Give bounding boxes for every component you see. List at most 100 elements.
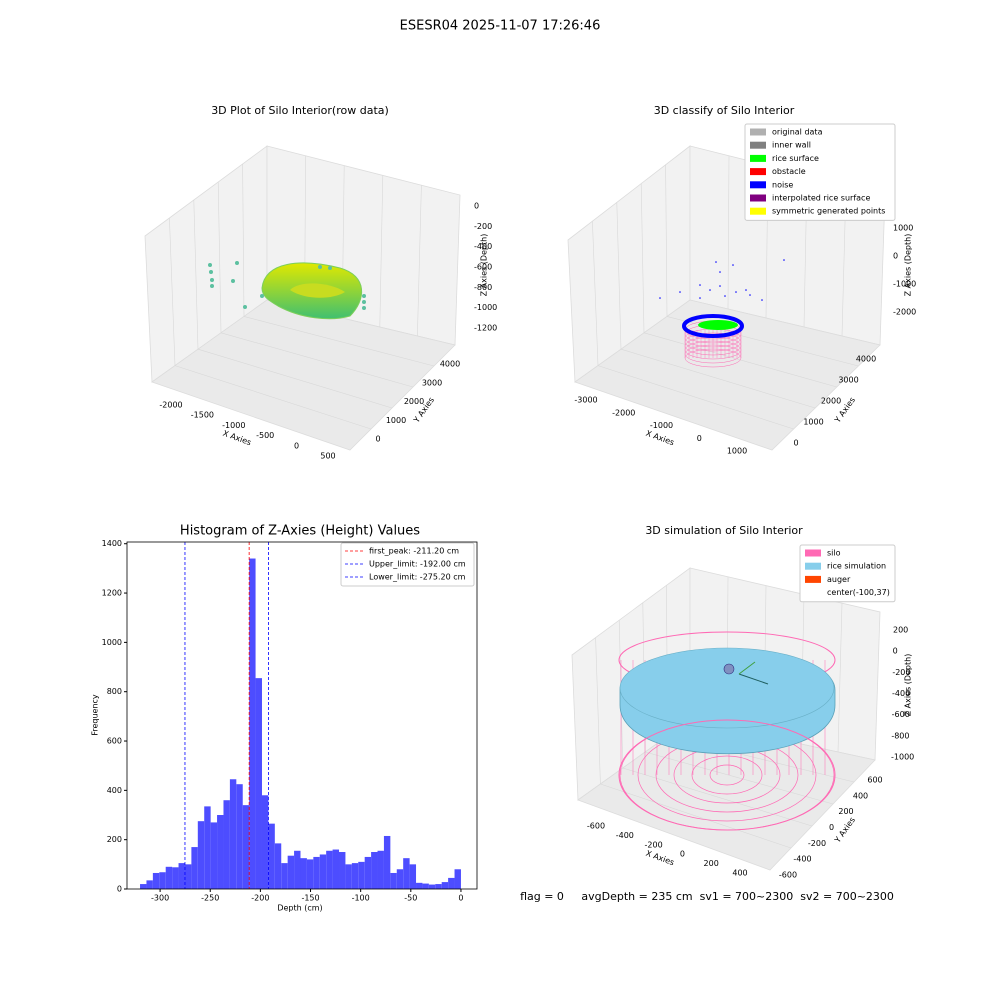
x-tick-label: -50: [404, 894, 417, 903]
x-tick-label: -1500: [191, 411, 214, 420]
pane-grid: [193, 199, 199, 350]
noise-point: [715, 261, 717, 263]
x-tick-label: -200: [645, 840, 663, 849]
rice-surface: [698, 320, 738, 330]
pane-grid: [640, 183, 645, 333]
bar: [294, 850, 301, 889]
chart-title: 3D classify of Silo Interior: [654, 104, 795, 117]
axis-arrow: [738, 661, 756, 675]
z-tick-label: -1000: [893, 280, 916, 289]
bar: [390, 872, 397, 889]
bar: [242, 805, 250, 889]
x-tick-label: -600: [587, 822, 605, 831]
point: [328, 266, 332, 270]
x-tick-label: 500: [320, 452, 335, 461]
z-tick-label: -1000: [474, 303, 497, 312]
noise-point: [732, 264, 734, 266]
noise-point: [749, 294, 751, 296]
bar: [300, 858, 307, 889]
pane-grid: [379, 175, 384, 328]
y-axis-label: Frequency: [91, 694, 100, 736]
bar: [223, 800, 230, 889]
bar: [332, 849, 340, 889]
legend-label: symmetric generated points: [772, 207, 885, 216]
legend-label: rice simulation: [827, 562, 886, 571]
x-tick-label: 0: [697, 434, 702, 443]
point: [208, 263, 212, 267]
z-tick-label: -800: [891, 731, 909, 740]
y-tick-label: 600: [867, 776, 882, 785]
y-tick-label: 200: [107, 835, 122, 844]
bar: [351, 863, 359, 889]
bar: [416, 882, 423, 889]
z-tick-label: 0: [474, 202, 479, 211]
y-tick-label: 600: [107, 737, 122, 746]
bar: [229, 779, 237, 889]
legend-label: center(-100,37): [827, 588, 890, 597]
z-axis-label: Z Axies (Depth): [480, 234, 489, 297]
pane-grid: [645, 751, 834, 805]
z-axis-label: Z Axies (Depth): [904, 654, 913, 717]
x-tick-label: -500: [256, 431, 274, 440]
legend-swatch: [805, 549, 821, 557]
noise-ring: [682, 314, 744, 338]
bar: [274, 843, 282, 889]
legend-swatch: [805, 589, 821, 597]
auger: [723, 663, 735, 675]
pane-grid: [169, 217, 176, 366]
bar: [441, 882, 449, 889]
bar: [422, 883, 429, 889]
pane-grid: [243, 316, 435, 367]
bar: [184, 864, 192, 889]
z-tick-label: -800: [474, 283, 492, 292]
plot-frame: [126, 541, 478, 890]
legend-swatch: [750, 181, 766, 189]
point: [260, 294, 264, 298]
x-tick-label: -100: [352, 894, 370, 903]
y-tick-label: 400: [107, 786, 122, 795]
pane-grid: [592, 221, 599, 366]
legend-label: Lower_limit: -275.20 cm: [369, 573, 466, 582]
x-tick-label: -400: [616, 831, 634, 840]
bar: [396, 869, 404, 889]
legend-box: [340, 542, 475, 587]
bar: [409, 864, 417, 889]
y-tick-label: 0: [117, 885, 122, 894]
noise-point: [679, 291, 681, 293]
noise-point: [783, 259, 785, 261]
figure-title: ESESR04 2025-11-07 17:26:46: [400, 19, 601, 34]
legend-swatch: [805, 562, 821, 570]
noise-point: [724, 295, 726, 297]
legend-swatch: [750, 194, 766, 202]
y-tick-label: 400: [853, 791, 868, 800]
chart-title: Histogram of Z-Axies (Height) Values: [180, 524, 420, 539]
legend-box: [799, 544, 896, 603]
bar: [197, 821, 205, 889]
point: [235, 261, 239, 265]
pane-grid: [837, 603, 843, 753]
x-tick-label: 0: [294, 441, 299, 450]
axis-arrow: [738, 673, 769, 685]
point: [362, 300, 366, 304]
rice-top: [619, 647, 835, 729]
bar: [268, 823, 275, 889]
bar: [204, 806, 211, 889]
y-tick-label: 0: [375, 435, 380, 444]
z-axis-label: Z Axies (Depth): [904, 234, 913, 297]
silo-wire: [709, 764, 745, 786]
bar: [371, 852, 378, 889]
bar: [255, 678, 262, 889]
bar: [383, 835, 391, 889]
y-tick-label: 1200: [102, 589, 122, 598]
y-tick-label: -400: [793, 855, 811, 864]
y-tick-label: 0: [829, 823, 834, 832]
chart-title: 3D simulation of Silo Interior: [645, 524, 803, 537]
bar: [281, 863, 288, 889]
z-tick-label: -400: [474, 242, 492, 251]
bar: [152, 872, 160, 889]
x-tick-label: 200: [704, 859, 719, 868]
z-tick-label: -1000: [891, 753, 914, 762]
x-tick-label: 0: [458, 894, 463, 903]
bar: [339, 852, 346, 889]
